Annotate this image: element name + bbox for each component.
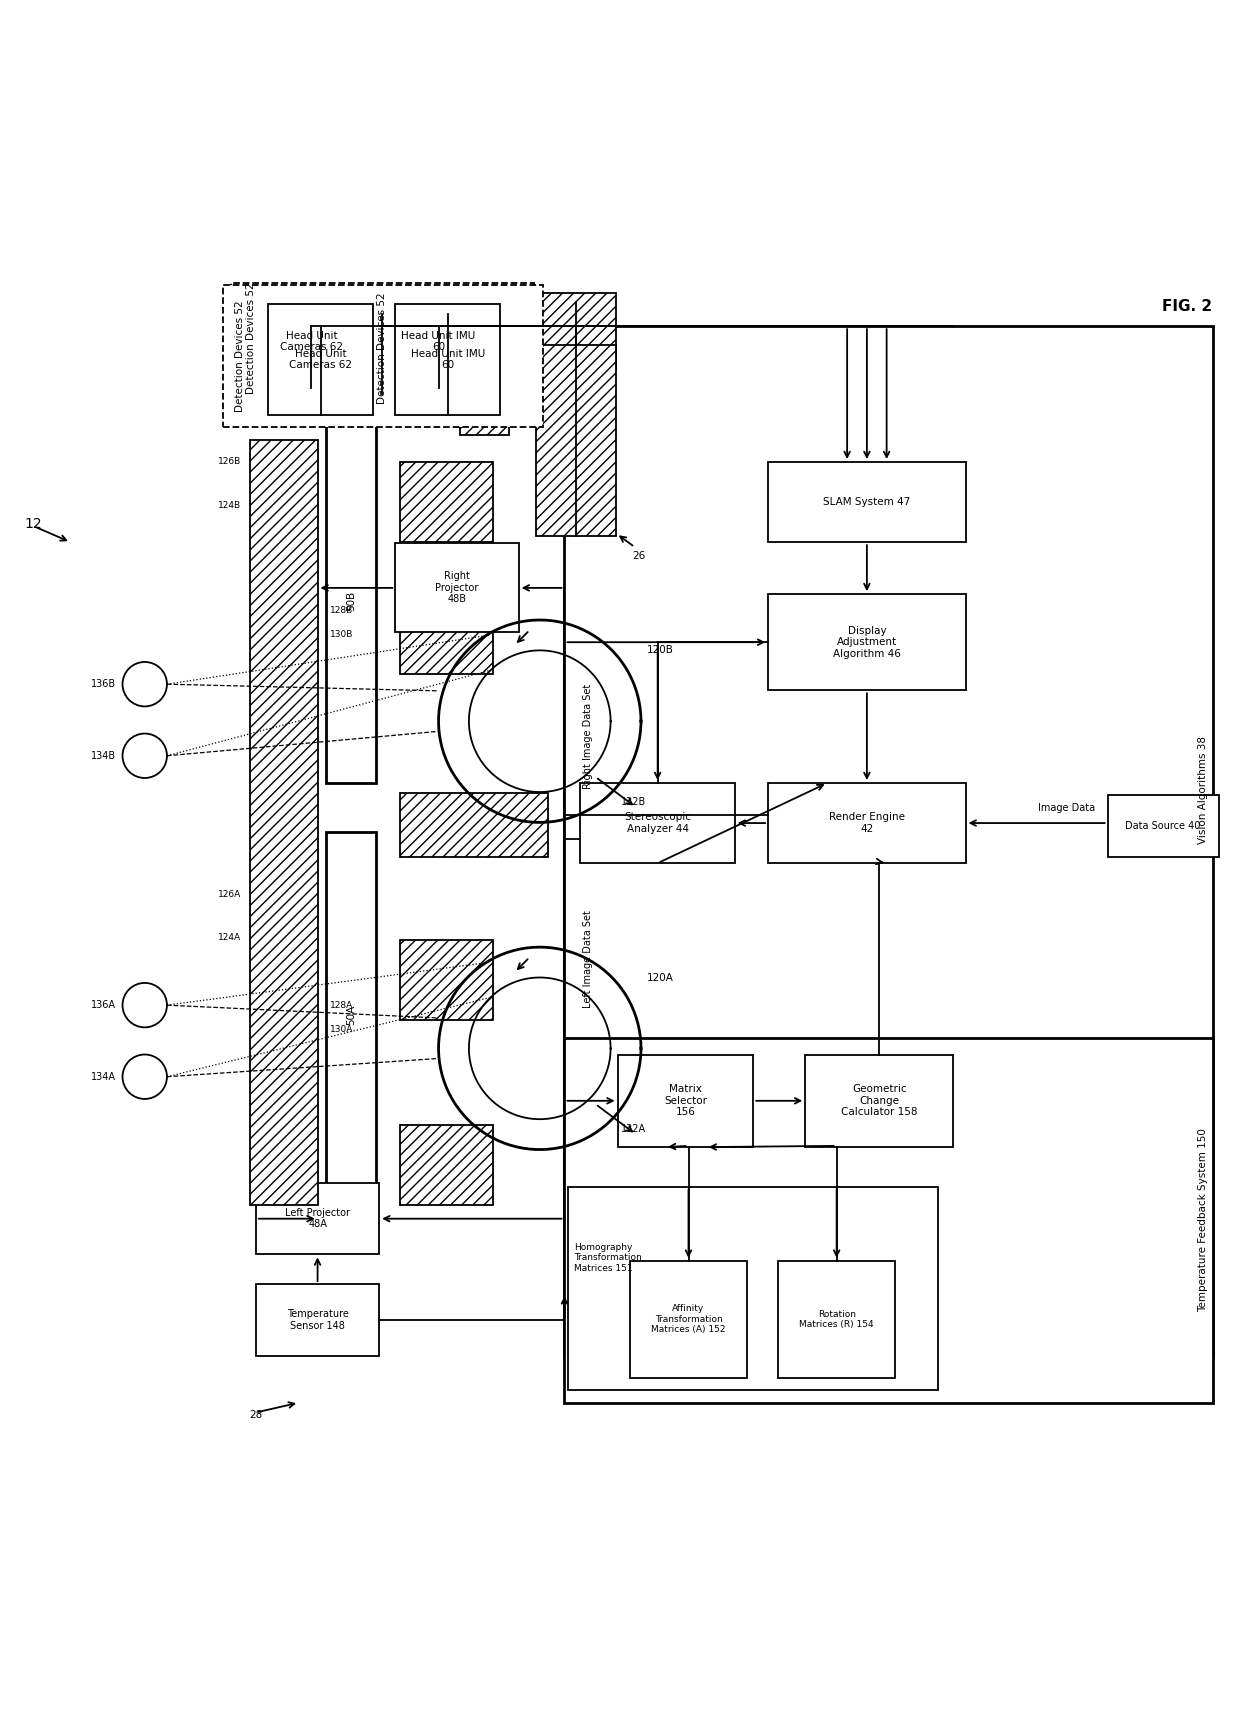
Bar [536,345,616,536]
Text: Detection Devices 52: Detection Devices 52 [246,283,255,394]
Text: 120B: 120B [647,646,675,655]
Bar [580,783,735,864]
Bar [249,440,317,1205]
Bar [383,295,494,387]
Text: 126B: 126B [218,458,241,466]
Bar [1107,795,1219,857]
Text: Temperature Feedback System 150: Temperature Feedback System 150 [1198,1128,1208,1313]
Text: 130A: 130A [330,1025,353,1034]
Text: 12: 12 [25,516,42,531]
Text: 130B: 130B [330,631,353,639]
Bar [255,295,367,387]
Bar [460,387,508,435]
Text: Temperature
Sensor 148: Temperature Sensor 148 [286,1309,348,1330]
Text: 120A: 120A [647,972,675,982]
Text: 28: 28 [249,1411,263,1419]
Bar [255,1284,379,1356]
Bar [768,783,966,864]
Text: 132A: 132A [621,1124,646,1135]
Bar [564,1039,1213,1402]
Text: 136A: 136A [92,1001,117,1010]
Text: Data Source 40: Data Source 40 [1126,821,1200,831]
Bar [326,418,376,783]
Text: Detection Devices 52: Detection Devices 52 [377,293,387,405]
Text: Homography
Transformation
Matrices 151: Homography Transformation Matrices 151 [574,1243,642,1274]
Text: 134A: 134A [92,1071,117,1082]
Bar [777,1262,895,1378]
Text: 126A: 126A [218,890,241,898]
Bar [768,463,966,542]
Text: Head Unit IMU
60: Head Unit IMU 60 [402,331,476,353]
Text: Image Data: Image Data [1038,804,1095,812]
Bar [396,543,518,632]
Bar [768,595,966,691]
Bar [630,1262,748,1378]
Text: Geometric
Change
Calculator 158: Geometric Change Calculator 158 [841,1085,918,1118]
Bar [255,1183,379,1255]
Text: 128A: 128A [330,1001,353,1010]
Text: Display
Adjustment
Algorithm 46: Display Adjustment Algorithm 46 [833,626,900,658]
Bar [401,794,548,857]
Bar [401,463,492,542]
Text: Render Engine
42: Render Engine 42 [828,812,905,833]
Text: Vision Algorithms 38: Vision Algorithms 38 [1198,735,1208,843]
Bar [568,1186,939,1390]
Bar [326,833,376,1196]
Text: Left Projector
48A: Left Projector 48A [285,1208,350,1229]
Bar [401,1124,492,1205]
Text: 26: 26 [632,550,646,560]
Bar [396,303,500,415]
Text: SLAM System 47: SLAM System 47 [823,497,910,507]
Text: 134B: 134B [92,751,117,761]
Text: Right
Projector
48B: Right Projector 48B [435,571,479,605]
Text: Stereoscopic
Analyzer 44: Stereoscopic Analyzer 44 [624,812,691,833]
Text: 50B: 50B [346,591,356,610]
Bar [536,293,616,370]
Text: FIG. 2: FIG. 2 [1162,298,1213,314]
Bar [268,303,373,415]
Bar [618,1054,754,1147]
Text: 124A: 124A [218,932,241,941]
Text: 132B: 132B [621,797,646,807]
Text: Right Image Data Set: Right Image Data Set [583,684,593,788]
Text: Rotation
Matrices (R) 154: Rotation Matrices (R) 154 [800,1309,874,1328]
Bar [231,283,533,394]
Bar [805,1054,954,1147]
Text: 128B: 128B [330,605,353,615]
Bar [564,326,1213,1357]
Text: Head Unit IMU
60: Head Unit IMU 60 [410,348,485,370]
Bar [401,939,492,1020]
Bar [401,595,492,674]
Text: Head Unit
Cameras 62: Head Unit Cameras 62 [280,331,343,353]
Text: Affinity
Transformation
Matrices (A) 152: Affinity Transformation Matrices (A) 152 [651,1304,725,1333]
Bar [222,286,543,427]
Text: 136B: 136B [92,679,117,689]
Text: 50A: 50A [346,1004,356,1025]
Text: Detection Devices 52: Detection Devices 52 [234,300,244,413]
Text: Left Image Data Set: Left Image Data Set [583,910,593,1008]
Text: 124B: 124B [218,500,241,509]
Text: Head Unit
Cameras 62: Head Unit Cameras 62 [289,348,352,370]
Text: Matrix
Selector
156: Matrix Selector 156 [663,1085,707,1118]
